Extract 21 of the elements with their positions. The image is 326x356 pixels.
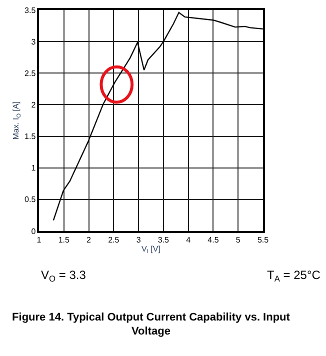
x-tick-label: 1.5	[58, 235, 70, 244]
y-tick-label: 2.5	[24, 68, 36, 78]
x-tick-label: 5.5	[257, 235, 270, 244]
y-tick-label: 0	[31, 226, 36, 236]
y-tick-label: 0.5	[24, 195, 36, 204]
y-tick-label: 2	[31, 100, 36, 110]
x-tick-label: 3.5	[158, 235, 170, 244]
x-tick-label: 3	[136, 235, 142, 244]
text: T$_{A}$ = 25°C	[267, 268, 321, 284]
text: V$_{O}$ = 3.3	[41, 268, 86, 284]
x-axis-title: V$_{I}$ [V]	[142, 244, 160, 256]
y-tick-label: 3.5	[24, 6, 36, 15]
y-tick-label: 3	[31, 37, 36, 46]
x-tick-label: 2	[86, 235, 92, 244]
text: Figure 14. Typical Output Current Capability vs. Input Voltage	[12, 311, 290, 338]
y-tick-label: 1.5	[24, 132, 36, 142]
x-tick-label: 4	[186, 235, 192, 244]
x-tick-label: 4.5	[208, 235, 220, 244]
x-tick-label: 2.5	[108, 235, 120, 244]
x-tick-label: 5	[236, 235, 241, 244]
y-tick-label: 1	[31, 164, 36, 173]
